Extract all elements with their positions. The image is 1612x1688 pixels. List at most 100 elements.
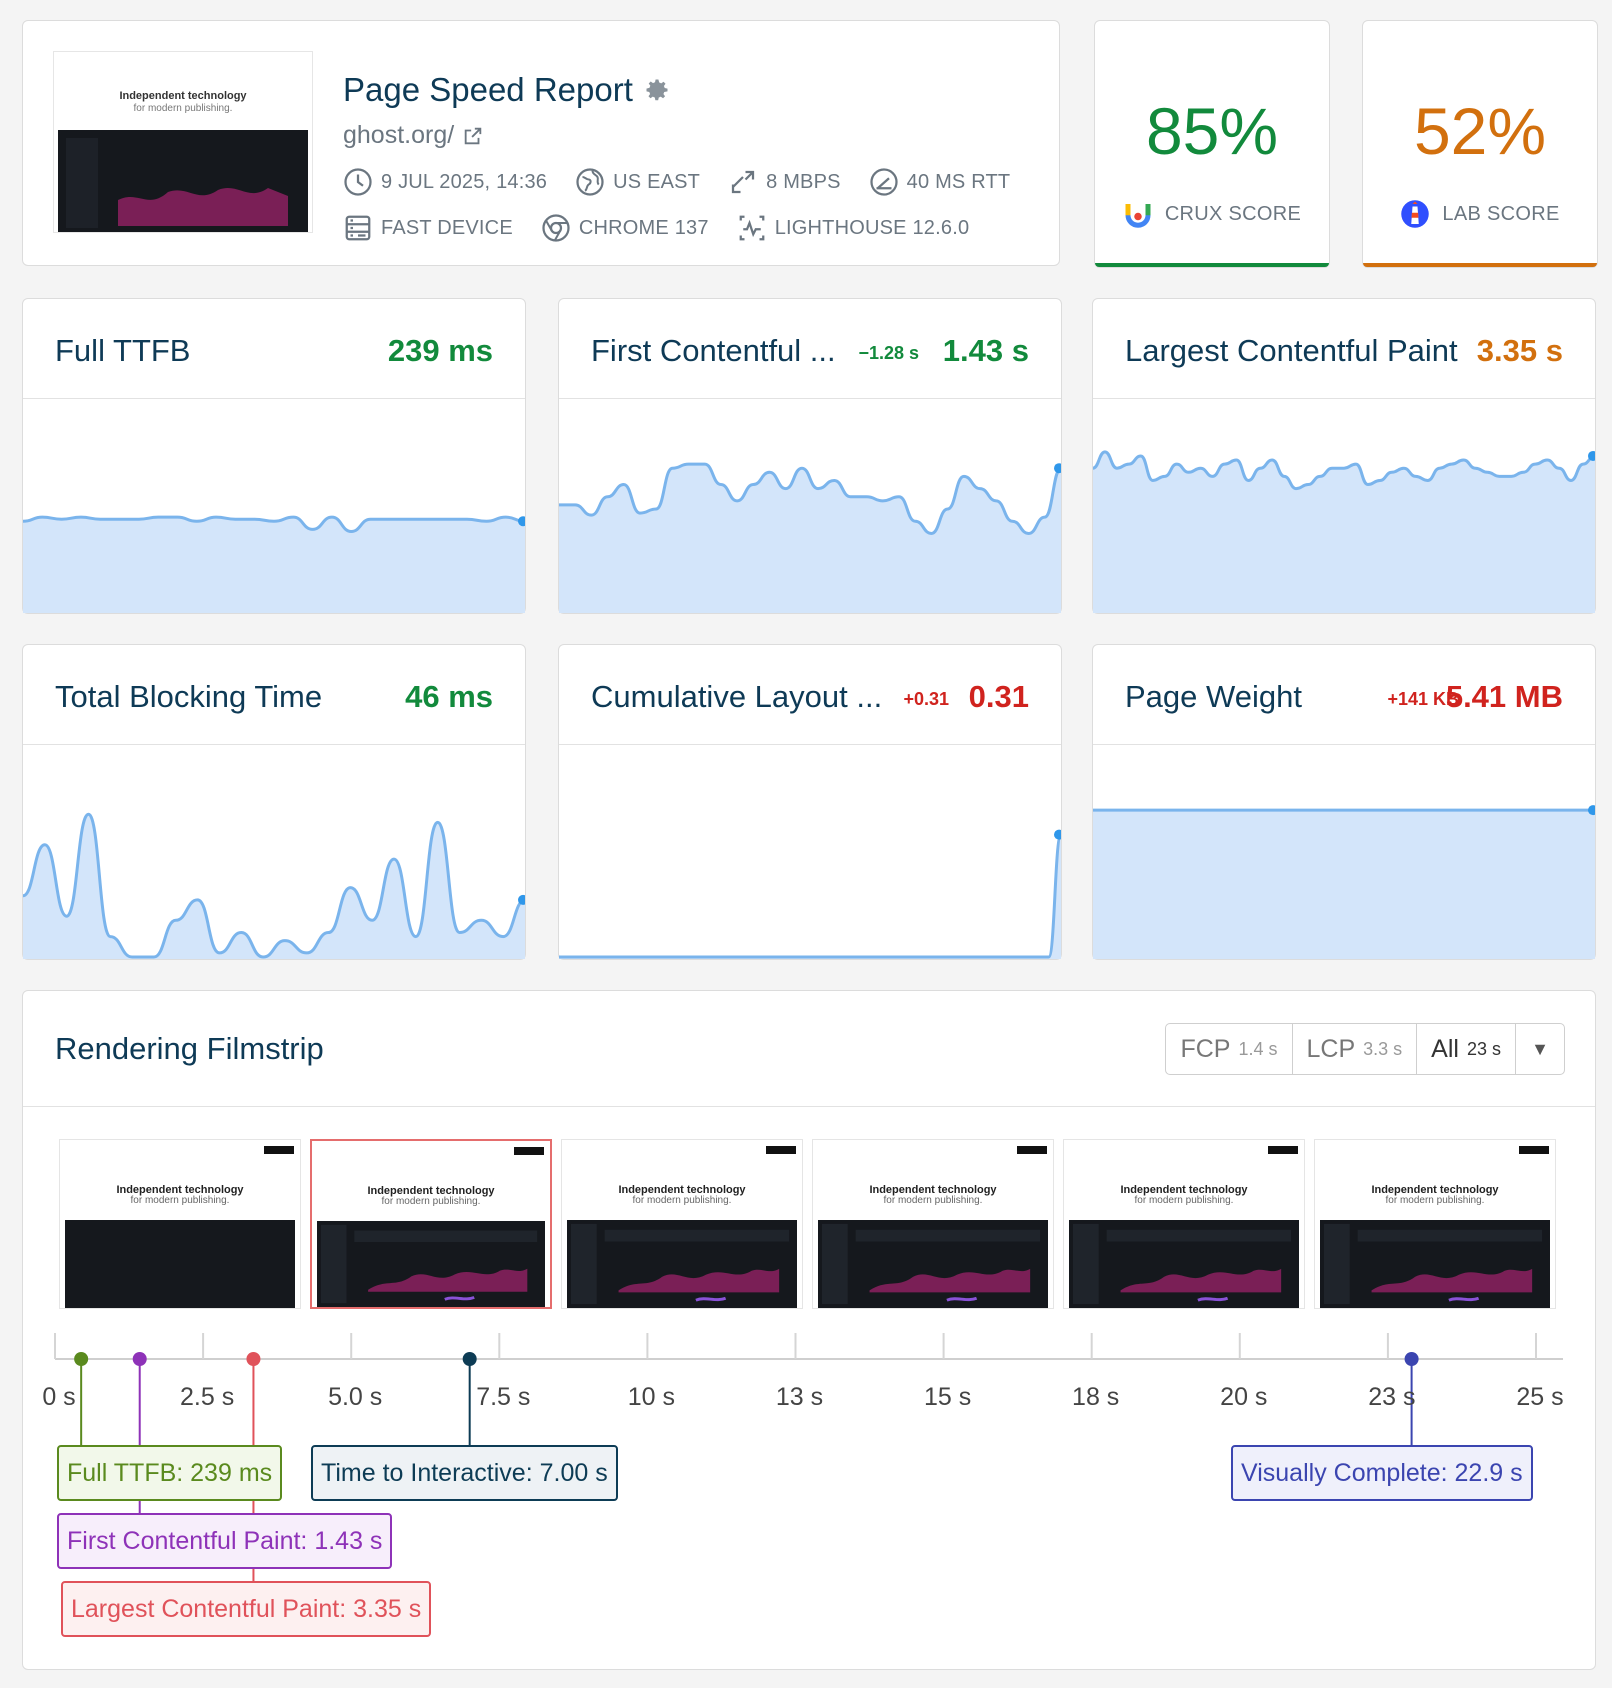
gear-icon[interactable] <box>643 76 671 104</box>
frame-subheading: for modern publishing. <box>1134 1195 1234 1206</box>
metric-delta: +141 KB <box>1387 689 1459 709</box>
metric-delta: +0.31 <box>903 689 949 709</box>
metric-name: Cumulative Layout ... <box>591 679 883 714</box>
crux-score-bar <box>1095 263 1329 267</box>
thumbnail-subheading: for modern publishing. <box>133 103 233 114</box>
metric-card[interactable]: Total Blocking Time 46 ms <box>22 644 526 960</box>
meta-location-label: US EAST <box>613 170 701 193</box>
frame-subheading: for modern publishing. <box>883 1195 983 1206</box>
filter-lcp-label: LCP <box>1306 1034 1356 1063</box>
timeline-marker-label[interactable]: First Contentful Paint: 1.43 s <box>57 1513 393 1569</box>
frame-navbar <box>66 1146 294 1154</box>
filmstrip-frame[interactable]: Independent technology for modern publish… <box>1063 1139 1305 1309</box>
meta-latency: 40 MS RTT <box>869 167 1011 197</box>
thumbnail-dashboard <box>58 130 308 232</box>
metric-latest-point <box>1054 829 1061 840</box>
filter-all-label: All <box>1431 1034 1459 1063</box>
meta-bandwidth: 8 MBPS <box>728 167 841 197</box>
filmstrip-frame[interactable]: Independent technology for modern publish… <box>561 1139 803 1309</box>
filmstrip-frame[interactable]: Independent technology for modern publish… <box>59 1139 301 1309</box>
report-header-card: Independent technology for modern publis… <box>22 20 1060 266</box>
lab-score-card[interactable]: 52% LAB SCORE <box>1362 20 1598 268</box>
frame-navbar <box>1070 1146 1298 1154</box>
latency-icon <box>870 168 898 196</box>
meta-date-label: 9 JUL 2025, 14:36 <box>381 170 548 193</box>
meta-latency-label: 40 MS RTT <box>906 170 1011 193</box>
filmstrip-frame[interactable]: Independent technology for modern publish… <box>1314 1139 1556 1309</box>
filter-all[interactable]: All 23 s <box>1417 1024 1516 1074</box>
frame-navbar <box>318 1147 544 1155</box>
frame-heading: Independent technology <box>869 1184 997 1196</box>
metric-latest-point <box>518 894 525 905</box>
timeline-marker-label[interactable]: Visually Complete: 22.9 s <box>1231 1445 1533 1501</box>
timeline-marker-label[interactable]: Largest Contentful Paint: 3.35 s <box>61 1581 432 1637</box>
frame-dashboard <box>818 1220 1048 1308</box>
metric-value: 1.43 s <box>942 333 1029 368</box>
lab-score-bar <box>1363 263 1597 267</box>
frame-dashboard-chart <box>821 1223 1041 1305</box>
metric-card[interactable]: Largest Contentful Paint 3.35 s <box>1092 298 1596 614</box>
filter-fcp[interactable]: FCP 1.4 s <box>1166 1024 1293 1074</box>
metric-delta: −1.28 s <box>858 343 919 363</box>
metric-trend-area <box>23 814 525 959</box>
meta-bandwidth-label: 8 MBPS <box>766 170 841 193</box>
frame-dashboard <box>1069 1220 1299 1308</box>
page-thumbnail[interactable]: Independent technology for modern publis… <box>53 51 313 233</box>
timeline-tick-label: 15 s <box>923 1383 972 1411</box>
external-link-icon[interactable] <box>462 125 484 147</box>
frame-subheading: for modern publishing. <box>1385 1195 1485 1206</box>
page-url[interactable]: ghost.org/ <box>343 121 484 150</box>
thumbnail-heading: Independent technology <box>119 90 247 102</box>
globe-icon <box>576 168 604 196</box>
metric-trend-line <box>23 812 525 959</box>
filter-all-value: 23 s <box>1466 1038 1501 1059</box>
metric-trend-line <box>559 833 1061 959</box>
page-url-text[interactable]: ghost.org/ <box>343 121 455 149</box>
timeline-tick-label: 18 s <box>1072 1383 1120 1411</box>
marker-dot <box>1404 1352 1419 1366</box>
crux-score-card[interactable]: 85% CRUX SCORE <box>1094 20 1330 268</box>
metric-trend-area <box>559 834 1061 959</box>
server-icon <box>345 215 371 241</box>
metric-name: Largest Contentful Paint <box>1125 333 1458 368</box>
filter-dropdown-chevron-icon[interactable]: ▼ <box>1531 1038 1549 1059</box>
test-meta-row-1: 9 JUL 2025, 14:36 US EAST 8 MBPS 40 MS R… <box>343 167 1038 197</box>
filmstrip-frame[interactable]: Independent technology for modern publish… <box>310 1139 552 1309</box>
timeline-marker-label[interactable]: Time to Interactive: 7.00 s <box>311 1445 618 1501</box>
metric-name: Full TTFB <box>55 333 191 368</box>
lab-score-label-text: LAB SCORE <box>1442 202 1560 225</box>
metric-card-header: Largest Contentful Paint 3.35 s <box>1093 299 1595 399</box>
timeline-tick-label: 20 s <box>1220 1383 1268 1411</box>
lighthouse-logo-icon <box>1401 200 1430 228</box>
clock-icon <box>344 168 372 196</box>
meta-date: 9 JUL 2025, 14:36 <box>343 167 547 197</box>
metric-card[interactable]: Page Weight +141 KB 5.41 MB <box>1092 644 1596 960</box>
meta-location: US EAST <box>575 167 700 197</box>
metric-value: 3.35 s <box>1476 333 1563 368</box>
frame-dashboard <box>65 1220 295 1308</box>
metric-trend-chart <box>23 812 525 959</box>
frame-navbar <box>1321 1146 1549 1154</box>
metric-trend-chart <box>559 462 1061 613</box>
metric-card[interactable]: Full TTFB 239 ms <box>22 298 526 614</box>
metric-card-header: Cumulative Layout ... +0.31 0.31 <box>559 645 1061 745</box>
frame-subheading: for modern publishing. <box>632 1195 732 1206</box>
meta-lighthouse: LIGHTHOUSE 12.6.0 <box>737 213 970 243</box>
metric-card[interactable]: Cumulative Layout ... +0.31 0.31 <box>558 644 1062 960</box>
filmstrip-filter: FCP 1.4 s LCP 3.3 s All 23 s ▼ <box>1165 1023 1565 1075</box>
frame-dashboard-chart <box>1072 1223 1292 1305</box>
timeline-marker-label[interactable]: Full TTFB: 239 ms <box>57 1445 283 1501</box>
metric-trend-line <box>23 515 525 533</box>
filmstrip-frame[interactable]: Independent technology for modern publish… <box>812 1139 1054 1309</box>
frame-heading: Independent technology <box>116 1184 244 1196</box>
metric-card-header: Total Blocking Time 46 ms <box>23 645 525 745</box>
page-title-text: Page Speed Report <box>343 71 633 108</box>
chrome-icon <box>542 214 570 242</box>
filter-fcp-value: 1.4 s <box>1238 1038 1278 1059</box>
frame-dashboard-chart <box>570 1223 790 1305</box>
metric-card[interactable]: First Contentful ... −1.28 s 1.43 s <box>558 298 1062 614</box>
timeline-tick-label: 0 s <box>42 1383 76 1411</box>
metric-trend-chart <box>559 829 1061 959</box>
filter-lcp[interactable]: LCP 3.3 s <box>1293 1024 1418 1074</box>
metric-latest-point <box>518 516 525 527</box>
